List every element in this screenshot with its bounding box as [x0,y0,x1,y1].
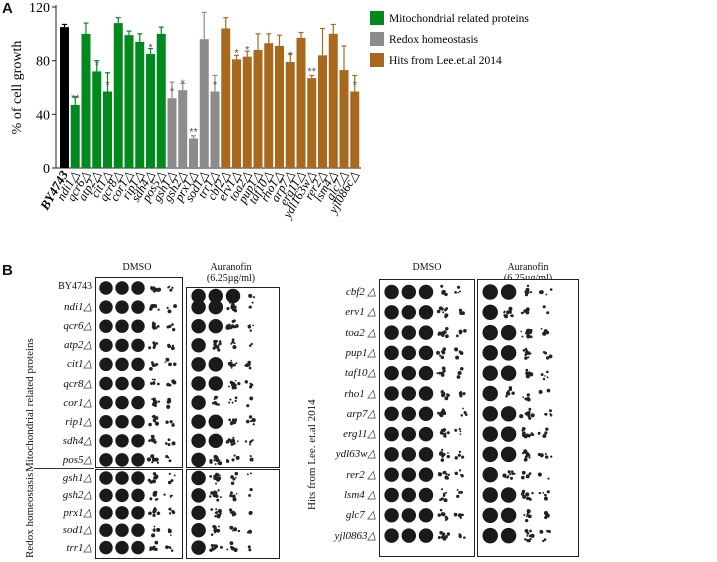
panel-a-label: A [2,0,13,17]
left-strain-label: gsh1△ [62,472,92,484]
bar [156,33,166,169]
bar [146,53,155,169]
bar [275,45,284,168]
left-strain-label: trr1△ [66,541,92,554]
significance-mark: * [213,80,218,92]
legend-swatch [370,53,384,67]
significance-mark: ** [71,93,80,105]
significance-mark: * [353,80,358,92]
left-strain-label: BY4743 [58,281,92,292]
right-strain-label: ydl63w△ [335,448,376,461]
left-group-redox-label: Redox homeostasis [24,472,36,558]
right-strain-label: yjl0863△ [334,529,376,542]
right-strain-label: rer2 △ [346,468,376,481]
bar [92,71,102,168]
bar [70,104,80,168]
bar [264,43,274,168]
left-auranofin-plate-top [186,287,280,468]
left-auranofin-header: Auranofin [210,262,252,273]
legend-swatch [370,32,384,46]
left-strain-label: pos5△ [62,453,92,466]
y-tick-label: 120 [29,1,50,16]
significance-mark: * [170,86,175,98]
bar [350,91,360,168]
significance-mark: * [288,50,293,62]
bar [135,41,145,169]
legend-label: Hits from Lee.et.al 2014 [389,55,502,67]
bar [253,49,263,168]
bar [189,138,198,168]
bar [339,70,349,168]
legend-label: Redox homeostasis [389,34,479,46]
bar [113,23,123,168]
bar [199,39,209,169]
right-dmso-header: DMSO [412,262,442,273]
right-strain-label: pup1△ [345,346,376,359]
significance-mark: ** [189,126,198,138]
significance-mark: * [148,42,153,54]
bar [242,56,252,169]
left-strain-label: sdh4△ [62,434,92,447]
bar [221,28,231,168]
right-auranofin-plate [477,279,579,557]
y-tick-label: 40 [36,108,50,123]
right-strain-label: rho1 △ [344,387,376,400]
left-auranofin-conc: (6.25µg/ml) [206,273,256,284]
y-tick-label: 0 [43,162,50,177]
significance-mark: * [245,45,250,57]
significance-mark: * [234,47,239,59]
significance-mark: * [105,80,110,92]
bar [232,59,241,169]
left-strain-label: cor1△ [63,396,92,409]
y-axis-label: % of cell growth [10,41,25,135]
bar [210,91,220,168]
panel-b-label: B [2,262,13,279]
left-group-separator [34,468,94,469]
bar [318,55,327,168]
right-strain-label: lsm4 △ [344,489,376,501]
left-dmso-header: DMSO [122,262,152,273]
bar [328,33,338,169]
left-strain-label: ndi1△ [63,301,92,314]
left-strain-label: cit1△ [67,358,92,371]
legend-label: Mitochondrial related proteins [389,13,529,25]
left-auranofin-plate-bottom [186,469,280,559]
bar [285,62,295,169]
left-strain-label: atp2△ [63,339,92,352]
right-strain-label: taf10△ [344,367,376,380]
right-strain-label: arp7△ [346,407,376,420]
left-strain-label: prx1△ [63,506,92,519]
left-group-mito-label: Mitochondrial related proteins [24,338,36,472]
bar [167,98,177,168]
right-strain-label: glc7 △ [345,509,376,522]
left-strain-label: qcr8△ [63,377,92,390]
significance-mark: ** [307,66,316,78]
significance-mark: * [181,78,186,90]
right-dmso-plate [379,279,475,557]
right-auranofin-conc: (6.25µg/ml) [480,273,576,284]
bar [124,35,134,168]
left-strain-label: gsh2△ [62,489,92,502]
left-dmso-plate-bottom [95,469,183,559]
bar [296,37,306,168]
legend-swatch [370,11,384,25]
left-dmso-plate-top [95,277,183,468]
bar [60,27,69,168]
right-strain-label: toa2 △ [345,326,376,339]
y-tick-label: 80 [36,55,50,70]
right-strain-label: erv1 △ [345,306,376,319]
left-strain-label: rip1△ [65,415,92,428]
bar [307,78,317,168]
bar [178,90,188,168]
right-auranofin-header: Auranofin [507,262,549,273]
bar [81,33,91,169]
right-strain-label: cbf2 △ [345,286,376,298]
left-strain-label: qcr6△ [63,320,92,333]
bar [103,91,112,168]
significance-mark: * [95,59,100,71]
right-strain-label: erg11△ [343,428,376,441]
left-strain-label: sod1△ [62,524,92,537]
